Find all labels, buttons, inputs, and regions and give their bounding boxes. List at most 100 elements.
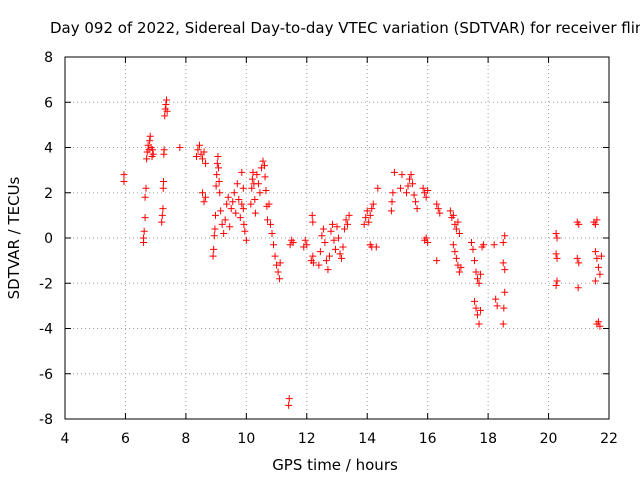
y-tick-label: -8	[39, 412, 53, 428]
data-point	[501, 232, 509, 240]
data-point	[199, 155, 207, 163]
data-point	[422, 193, 430, 201]
data-point	[475, 279, 483, 287]
data-point	[315, 261, 323, 269]
data-point	[271, 252, 279, 260]
data-point	[365, 218, 373, 226]
data-point	[259, 157, 267, 165]
data-point	[285, 401, 293, 409]
x-tick-label: 8	[181, 431, 190, 447]
data-point	[424, 239, 432, 247]
data-point	[446, 207, 454, 215]
data-point	[273, 261, 281, 269]
data-point	[195, 141, 203, 149]
data-point	[413, 205, 421, 213]
data-point	[321, 239, 329, 247]
data-point	[369, 200, 377, 208]
data-point	[200, 148, 208, 156]
data-point	[552, 229, 560, 237]
data-point	[120, 171, 128, 179]
data-point	[276, 275, 284, 283]
data-point	[330, 236, 338, 244]
data-point	[499, 320, 507, 328]
data-point	[553, 277, 561, 285]
data-point	[223, 200, 231, 208]
data-point	[267, 220, 275, 228]
x-tick-label: 10	[237, 431, 255, 447]
data-point	[262, 186, 270, 194]
x-tick-label: 4	[61, 431, 70, 447]
data-point	[229, 198, 237, 206]
data-point	[159, 184, 167, 192]
data-point	[594, 263, 602, 271]
data-point	[372, 243, 380, 251]
tick-labels: 4 6 8 10 12 14 16 18 20 22 -8 -6 -4 -2 0 2 4 6 8	[39, 50, 618, 447]
data-point	[501, 266, 509, 274]
data-point	[215, 164, 223, 172]
y-tick-label: -4	[39, 322, 53, 338]
data-point	[301, 236, 309, 244]
data-point	[161, 112, 169, 120]
data-point	[477, 270, 485, 278]
x-tick-label: 14	[358, 431, 376, 447]
data-point	[490, 241, 498, 249]
data-point	[140, 239, 148, 247]
data-point	[500, 304, 508, 312]
data-point	[433, 200, 441, 208]
y-tick-label: -6	[39, 367, 53, 383]
data-point	[396, 184, 404, 192]
data-point	[149, 150, 157, 158]
data-point	[239, 205, 247, 213]
data-point	[268, 229, 276, 237]
data-point	[474, 275, 482, 283]
data-point	[200, 198, 208, 206]
data-point	[477, 306, 485, 314]
data-point	[455, 268, 463, 276]
data-point	[406, 175, 414, 183]
data-point	[574, 284, 582, 292]
data-point	[308, 211, 316, 219]
data-point	[251, 209, 259, 217]
data-point	[575, 259, 583, 267]
data-point	[360, 220, 368, 228]
data-point	[318, 232, 326, 240]
data-point	[573, 254, 581, 262]
data-point	[388, 198, 396, 206]
data-point	[220, 229, 228, 237]
data-point	[253, 171, 261, 179]
data-point	[403, 189, 411, 197]
data-point	[159, 205, 167, 213]
data-point	[162, 101, 170, 109]
data-point	[449, 241, 457, 249]
chart-title: Day 092 of 2022, Sidereal Day-to-day VTE…	[50, 19, 640, 37]
data-point	[451, 248, 459, 256]
data-point	[210, 245, 218, 253]
data-point	[452, 225, 460, 233]
data-point	[553, 254, 561, 262]
data-point	[336, 250, 344, 258]
data-point	[591, 220, 599, 228]
data-point	[499, 239, 507, 247]
data-point	[593, 254, 601, 262]
data-point	[327, 227, 335, 235]
data-point	[455, 229, 463, 237]
data-point	[342, 216, 350, 224]
x-tick-label: 22	[600, 431, 618, 447]
data-point	[591, 248, 599, 256]
data-point	[233, 180, 241, 188]
data-point	[141, 193, 149, 201]
data-point	[239, 184, 247, 192]
data-point	[215, 177, 223, 185]
data-point	[454, 218, 462, 226]
data-point	[469, 245, 477, 253]
data-point	[345, 211, 353, 219]
data-point	[146, 137, 154, 145]
data-point	[285, 395, 293, 403]
data-point	[214, 153, 222, 161]
data-point	[596, 322, 604, 330]
data-point	[212, 211, 220, 219]
data-point	[163, 107, 171, 115]
data-point	[247, 200, 255, 208]
data-point	[368, 205, 376, 213]
data-point	[467, 239, 475, 247]
